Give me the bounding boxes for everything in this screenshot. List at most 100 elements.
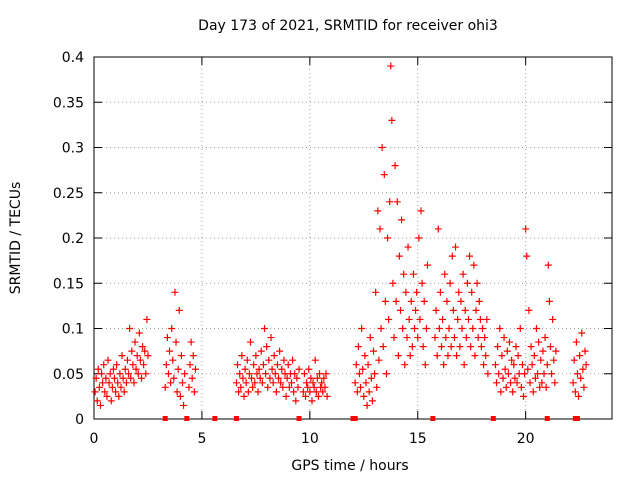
data-point <box>174 365 182 373</box>
data-point <box>400 270 408 278</box>
data-point <box>271 370 279 378</box>
data-point <box>187 338 195 346</box>
data-point <box>374 207 382 215</box>
data-point <box>528 361 536 369</box>
data-point <box>433 352 441 360</box>
data-point <box>538 379 546 387</box>
data-point <box>285 383 293 391</box>
data-point <box>292 397 300 405</box>
data-point <box>385 315 393 323</box>
data-point <box>408 343 416 351</box>
data-point <box>352 361 360 369</box>
data-point <box>363 401 371 409</box>
y-tick-label: 0.05 <box>53 367 84 383</box>
data-point <box>175 306 183 314</box>
data-point <box>456 343 464 351</box>
data-point <box>120 388 128 396</box>
data-point <box>107 397 115 405</box>
loss-marker <box>184 416 190 421</box>
data-point <box>258 379 266 387</box>
data-point <box>495 370 503 378</box>
data-point <box>405 315 413 323</box>
data-point <box>114 379 122 387</box>
data-point <box>525 306 533 314</box>
data-point <box>362 379 370 387</box>
data-point <box>518 361 526 369</box>
loss-marker <box>430 416 436 421</box>
data-point <box>128 347 136 355</box>
data-point <box>493 379 501 387</box>
data-point <box>307 374 315 382</box>
data-point <box>540 370 548 378</box>
data-point <box>442 334 450 342</box>
data-point <box>473 279 481 287</box>
data-point <box>505 338 513 346</box>
data-point <box>237 383 245 391</box>
data-point <box>401 361 409 369</box>
data-point <box>170 374 178 382</box>
data-point <box>522 225 530 233</box>
data-point <box>381 297 389 305</box>
data-point <box>126 325 134 332</box>
data-point <box>472 306 480 314</box>
data-point <box>169 356 177 364</box>
data-point <box>284 361 292 369</box>
data-point <box>491 361 499 369</box>
data-point <box>172 338 180 346</box>
data-point <box>141 347 149 355</box>
data-point <box>382 370 390 378</box>
data-point <box>280 356 288 364</box>
data-point <box>91 388 99 396</box>
data-point <box>106 370 114 378</box>
data-point <box>418 279 426 287</box>
data-point <box>93 397 101 405</box>
data-point <box>496 325 504 332</box>
x-tick-labels: 0 5 10 15 20 <box>90 431 535 447</box>
data-point <box>103 392 111 400</box>
data-point <box>406 352 414 360</box>
data-point <box>168 325 176 332</box>
data-point <box>164 370 172 378</box>
data-point <box>136 356 144 364</box>
data-point <box>392 297 400 305</box>
data-point <box>119 374 127 382</box>
data-point <box>479 325 486 332</box>
data-point <box>510 361 518 369</box>
data-point <box>461 306 469 314</box>
data-point <box>417 207 425 215</box>
data-point <box>351 379 359 387</box>
data-point <box>191 365 199 373</box>
data-point <box>441 270 449 278</box>
data-point <box>188 374 196 382</box>
loss-marker <box>212 416 218 421</box>
data-point <box>517 383 525 391</box>
data-point <box>404 243 412 251</box>
data-point <box>467 343 475 351</box>
data-point <box>129 361 137 369</box>
x-tick-label: 0 <box>90 431 99 447</box>
data-point <box>375 356 383 364</box>
data-point <box>253 370 261 378</box>
data-point <box>178 379 186 387</box>
data-point <box>523 252 531 260</box>
data-point <box>575 392 583 400</box>
data-point <box>282 392 290 400</box>
data-point <box>142 370 150 378</box>
data-point <box>448 252 456 260</box>
data-points <box>91 62 590 409</box>
data-point <box>475 297 483 305</box>
data-point <box>516 325 524 332</box>
data-point <box>444 352 452 360</box>
data-point <box>294 383 302 391</box>
data-point <box>255 365 263 373</box>
data-point <box>470 261 478 269</box>
data-point <box>376 225 384 233</box>
data-point <box>380 171 388 179</box>
data-point <box>387 62 395 70</box>
data-point <box>536 383 544 391</box>
data-point <box>500 334 508 342</box>
data-point <box>384 234 392 242</box>
data-point <box>99 379 107 387</box>
data-point <box>300 370 308 378</box>
y-tick-label: 0 <box>75 412 84 428</box>
